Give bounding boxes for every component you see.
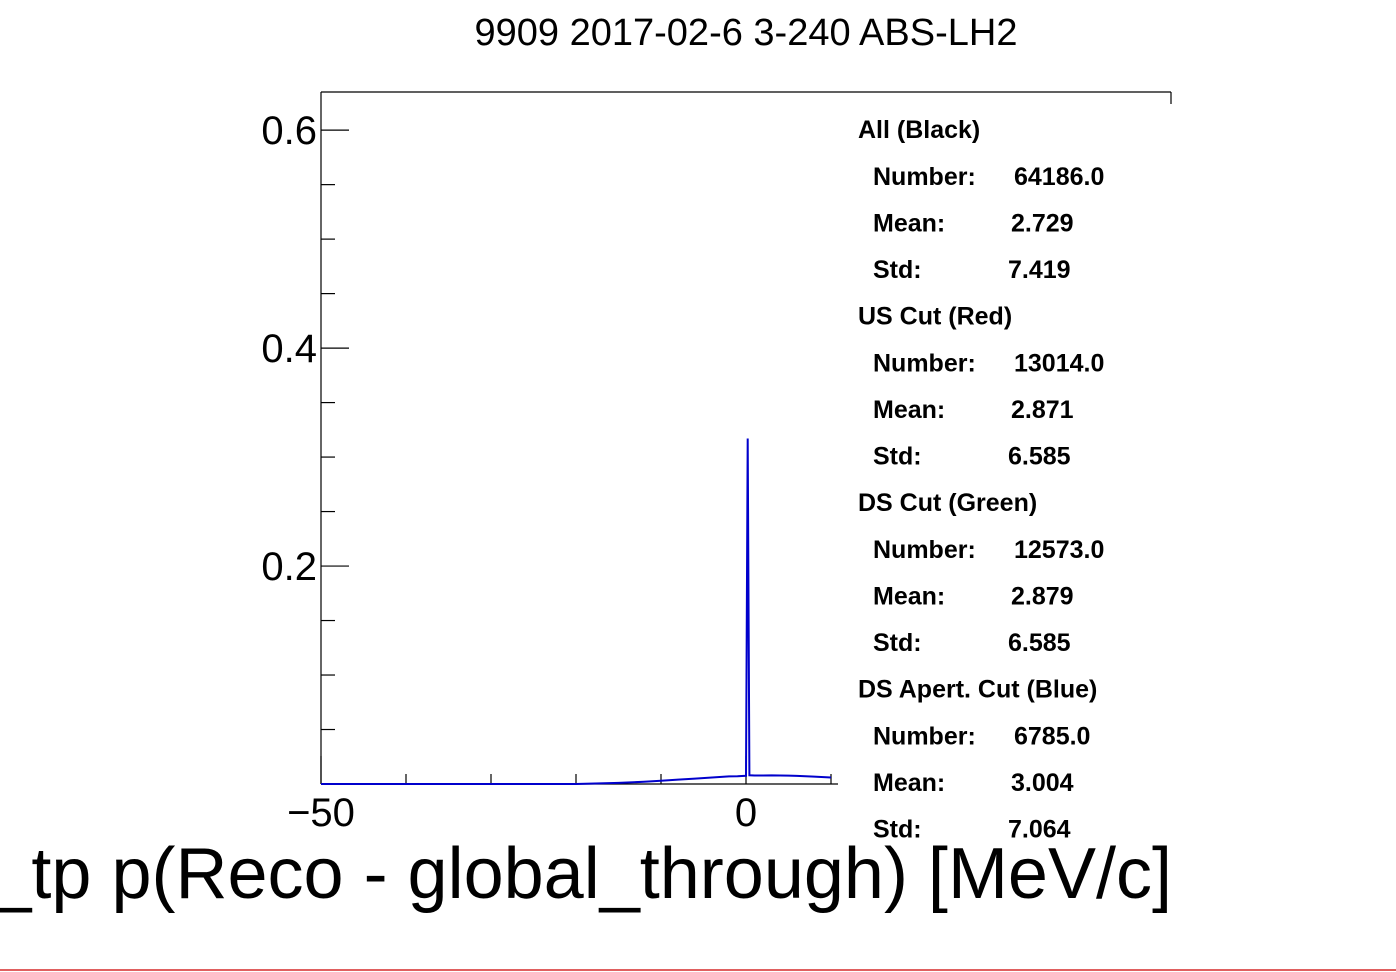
x-axis-ticks: −50 0 bbox=[287, 756, 832, 835]
y-tick-label: 0.6 bbox=[261, 109, 317, 153]
y-tick-label: 0.2 bbox=[261, 545, 317, 589]
stats-number-value: 12573.0 bbox=[1014, 536, 1104, 564]
stats-mean-label: Mean: bbox=[873, 583, 945, 611]
stats-mean-label: Mean: bbox=[873, 210, 945, 238]
stats-number-label: Number: bbox=[873, 163, 976, 191]
stats-std-value: 7.419 bbox=[1008, 256, 1071, 284]
stats-number-value: 6785.0 bbox=[1014, 723, 1090, 751]
stats-std-label: Std: bbox=[873, 443, 922, 471]
stats-mean-label: Mean: bbox=[873, 396, 945, 424]
stats-number-label: Number: bbox=[873, 536, 976, 564]
y-axis-ticks: 0.2 0.4 0.6 bbox=[261, 109, 349, 731]
stats-header: DS Apert. Cut (Blue) bbox=[858, 676, 1097, 704]
stats-header: US Cut (Red) bbox=[858, 303, 1012, 331]
stats-mean-label: Mean: bbox=[873, 769, 945, 797]
stats-box: All (Black) Number: 64186.0 Mean: 2.729 Std: 7… bbox=[858, 116, 1104, 844]
stats-mean-value: 2.879 bbox=[1011, 583, 1074, 611]
stats-header: DS Cut (Green) bbox=[858, 489, 1037, 517]
x-axis-label: kd_tp p(Reco - global_through) [MeV/c] bbox=[0, 834, 1172, 914]
stats-number-label: Number: bbox=[873, 350, 976, 378]
stats-header: All (Black) bbox=[858, 116, 980, 144]
stats-std-label: Std: bbox=[873, 816, 922, 844]
stats-std-value: 6.585 bbox=[1008, 443, 1071, 471]
stats-std-value: 7.064 bbox=[1008, 816, 1071, 844]
series-line-0 bbox=[321, 438, 832, 785]
stats-std-value: 6.585 bbox=[1008, 629, 1071, 657]
y-tick-label: 0.4 bbox=[261, 327, 317, 371]
chart-title: 9909 2017-02-6 3-240 ABS-LH2 bbox=[475, 12, 1018, 54]
stats-std-label: Std: bbox=[873, 629, 922, 657]
stats-mean-value: 3.004 bbox=[1011, 769, 1074, 797]
x-tick-label: −50 bbox=[287, 791, 355, 835]
stats-number-value: 13014.0 bbox=[1014, 350, 1104, 378]
x-tick-label: 0 bbox=[735, 791, 757, 835]
stats-number-value: 64186.0 bbox=[1014, 163, 1104, 191]
series-layer bbox=[321, 438, 832, 785]
stats-std-label: Std: bbox=[873, 256, 922, 284]
stats-number-label: Number: bbox=[873, 723, 976, 751]
stats-mean-value: 2.729 bbox=[1011, 210, 1074, 238]
stats-mean-value: 2.871 bbox=[1011, 396, 1074, 424]
